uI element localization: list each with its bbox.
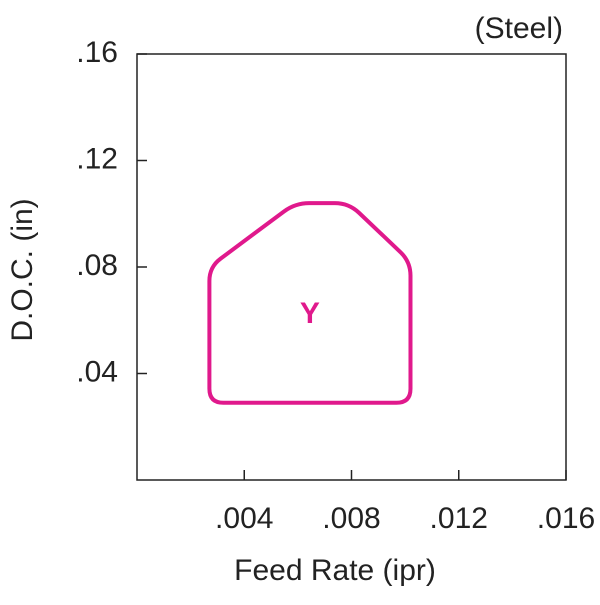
x-tick-label: .016: [537, 502, 595, 535]
y-axis-title: D.O.C. (in): [6, 198, 39, 341]
y-tick-label: .16: [76, 36, 118, 69]
x-tick-label: .004: [215, 502, 273, 535]
y-tick-label: .04: [76, 355, 118, 388]
plot-frame: [136, 53, 567, 481]
region-outline: [207, 201, 413, 405]
subtitle: (Steel): [475, 12, 563, 45]
region-label: Y: [300, 297, 320, 330]
x-tick-label: .012: [430, 502, 488, 535]
x-tick-label: .008: [322, 502, 380, 535]
y-tick-label: .12: [76, 142, 118, 175]
y-tick-label: .08: [76, 249, 118, 282]
x-axis-title: Feed Rate (ipr): [234, 554, 436, 587]
